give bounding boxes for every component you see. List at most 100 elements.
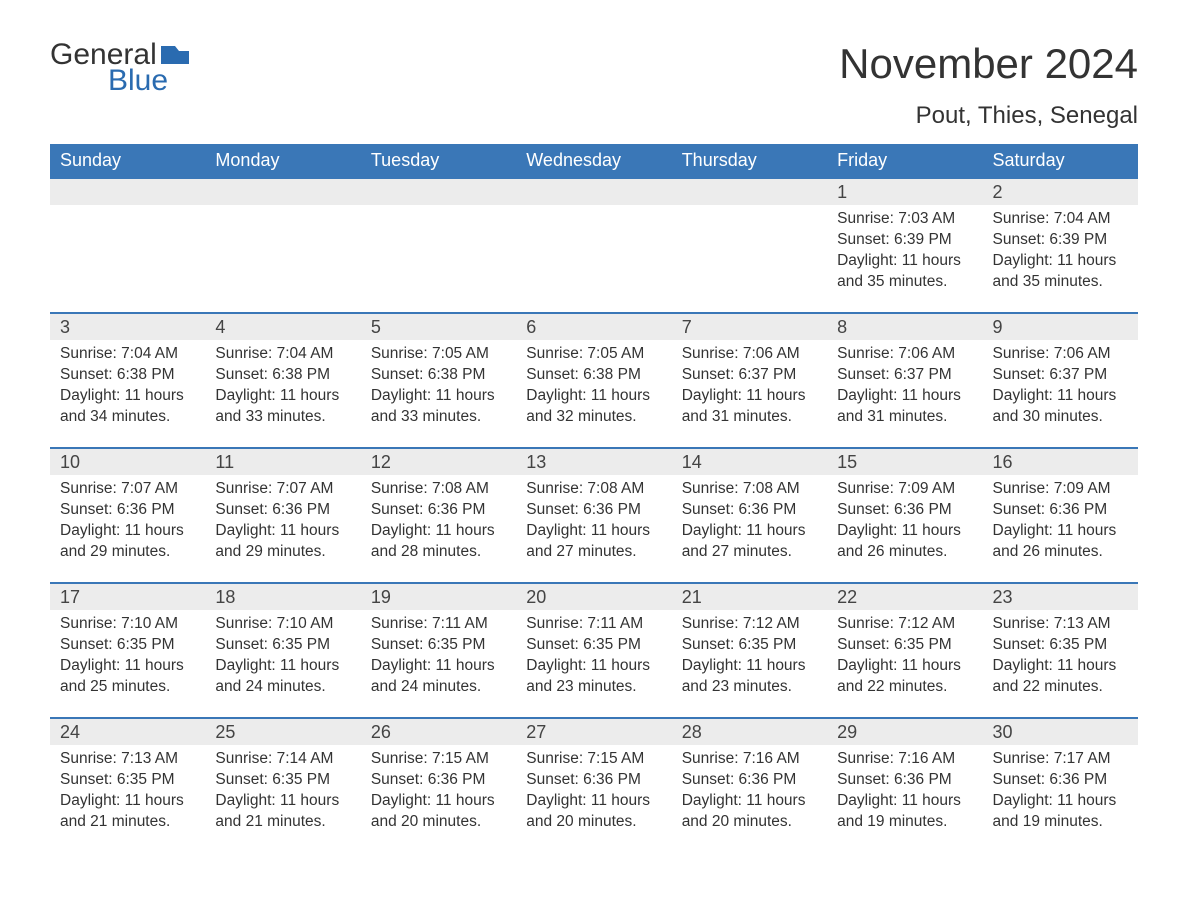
day-content-cell: Sunrise: 7:06 AMSunset: 6:37 PMDaylight:… (672, 340, 827, 448)
day-number-cell: 18 (205, 583, 360, 610)
sunset-line: Sunset: 6:35 PM (60, 635, 195, 656)
day-number-cell (50, 178, 205, 205)
weekday-header: Tuesday (361, 144, 516, 178)
sunrise-line: Sunrise: 7:08 AM (682, 479, 817, 500)
day-number-cell (361, 178, 516, 205)
sunrise-line: Sunrise: 7:05 AM (526, 344, 661, 365)
page-subtitle: Pout, Thies, Senegal (50, 102, 1138, 130)
daylight-line: Daylight: 11 hours and 23 minutes. (682, 656, 817, 698)
daylight-line: Daylight: 11 hours and 22 minutes. (837, 656, 972, 698)
sunset-line: Sunset: 6:38 PM (215, 365, 350, 386)
day-content-cell: Sunrise: 7:07 AMSunset: 6:36 PMDaylight:… (205, 475, 360, 583)
day-number-cell: 3 (50, 313, 205, 340)
sunrise-line: Sunrise: 7:07 AM (60, 479, 195, 500)
sunset-line: Sunset: 6:35 PM (215, 770, 350, 791)
day-number-cell: 20 (516, 583, 671, 610)
day-number-cell: 9 (983, 313, 1138, 340)
sunrise-line: Sunrise: 7:11 AM (526, 614, 661, 635)
sunset-line: Sunset: 6:35 PM (682, 635, 817, 656)
sunrise-line: Sunrise: 7:07 AM (215, 479, 350, 500)
daylight-line: Daylight: 11 hours and 27 minutes. (682, 521, 817, 563)
sunset-line: Sunset: 6:36 PM (60, 500, 195, 521)
day-number-cell (205, 178, 360, 205)
day-number-row: 3456789 (50, 313, 1138, 340)
logo-word2: Blue (108, 66, 189, 96)
day-number-cell: 12 (361, 448, 516, 475)
sunrise-line: Sunrise: 7:09 AM (837, 479, 972, 500)
day-content-cell: Sunrise: 7:08 AMSunset: 6:36 PMDaylight:… (361, 475, 516, 583)
day-number-cell: 4 (205, 313, 360, 340)
day-number-cell: 30 (983, 718, 1138, 745)
day-number-row: 17181920212223 (50, 583, 1138, 610)
day-number-cell: 6 (516, 313, 671, 340)
day-number-cell: 5 (361, 313, 516, 340)
daylight-line: Daylight: 11 hours and 24 minutes. (215, 656, 350, 698)
sunrise-line: Sunrise: 7:13 AM (993, 614, 1128, 635)
sunrise-line: Sunrise: 7:05 AM (371, 344, 506, 365)
daylight-line: Daylight: 11 hours and 29 minutes. (60, 521, 195, 563)
day-content-cell: Sunrise: 7:14 AMSunset: 6:35 PMDaylight:… (205, 745, 360, 853)
day-number-cell: 8 (827, 313, 982, 340)
sunset-line: Sunset: 6:36 PM (215, 500, 350, 521)
day-number-cell: 25 (205, 718, 360, 745)
weekday-header: Sunday (50, 144, 205, 178)
weekday-header: Thursday (672, 144, 827, 178)
day-content-cell: Sunrise: 7:04 AMSunset: 6:38 PMDaylight:… (205, 340, 360, 448)
day-number-cell: 22 (827, 583, 982, 610)
daylight-line: Daylight: 11 hours and 35 minutes. (993, 251, 1128, 293)
sunset-line: Sunset: 6:38 PM (60, 365, 195, 386)
day-number-row: 12 (50, 178, 1138, 205)
day-content-cell: Sunrise: 7:09 AMSunset: 6:36 PMDaylight:… (983, 475, 1138, 583)
day-content-cell: Sunrise: 7:03 AMSunset: 6:39 PMDaylight:… (827, 205, 982, 313)
daylight-line: Daylight: 11 hours and 25 minutes. (60, 656, 195, 698)
sunset-line: Sunset: 6:38 PM (371, 365, 506, 386)
sunrise-line: Sunrise: 7:15 AM (371, 749, 506, 770)
sunset-line: Sunset: 6:38 PM (526, 365, 661, 386)
sunrise-line: Sunrise: 7:15 AM (526, 749, 661, 770)
day-content-row: Sunrise: 7:07 AMSunset: 6:36 PMDaylight:… (50, 475, 1138, 583)
sunset-line: Sunset: 6:39 PM (993, 230, 1128, 251)
sunset-line: Sunset: 6:36 PM (526, 770, 661, 791)
day-number-cell: 21 (672, 583, 827, 610)
day-content-cell: Sunrise: 7:16 AMSunset: 6:36 PMDaylight:… (672, 745, 827, 853)
day-number-cell: 28 (672, 718, 827, 745)
daylight-line: Daylight: 11 hours and 21 minutes. (60, 791, 195, 833)
sunset-line: Sunset: 6:39 PM (837, 230, 972, 251)
weekday-header-row: SundayMondayTuesdayWednesdayThursdayFrid… (50, 144, 1138, 178)
day-content-cell: Sunrise: 7:13 AMSunset: 6:35 PMDaylight:… (983, 610, 1138, 718)
daylight-line: Daylight: 11 hours and 23 minutes. (526, 656, 661, 698)
day-content-row: Sunrise: 7:03 AMSunset: 6:39 PMDaylight:… (50, 205, 1138, 313)
sunrise-line: Sunrise: 7:06 AM (682, 344, 817, 365)
sunrise-line: Sunrise: 7:16 AM (837, 749, 972, 770)
day-content-cell (205, 205, 360, 313)
sunrise-line: Sunrise: 7:13 AM (60, 749, 195, 770)
sunrise-line: Sunrise: 7:04 AM (215, 344, 350, 365)
day-content-cell: Sunrise: 7:10 AMSunset: 6:35 PMDaylight:… (50, 610, 205, 718)
sunrise-line: Sunrise: 7:14 AM (215, 749, 350, 770)
page-title: November 2024 (839, 40, 1138, 88)
day-number-cell: 29 (827, 718, 982, 745)
day-number-cell: 15 (827, 448, 982, 475)
day-number-cell: 10 (50, 448, 205, 475)
sunset-line: Sunset: 6:36 PM (837, 770, 972, 791)
sunset-line: Sunset: 6:35 PM (837, 635, 972, 656)
day-content-cell: Sunrise: 7:11 AMSunset: 6:35 PMDaylight:… (516, 610, 671, 718)
sunset-line: Sunset: 6:35 PM (526, 635, 661, 656)
daylight-line: Daylight: 11 hours and 34 minutes. (60, 386, 195, 428)
weekday-header: Wednesday (516, 144, 671, 178)
sunrise-line: Sunrise: 7:17 AM (993, 749, 1128, 770)
day-content-cell: Sunrise: 7:16 AMSunset: 6:36 PMDaylight:… (827, 745, 982, 853)
day-content-cell: Sunrise: 7:07 AMSunset: 6:36 PMDaylight:… (50, 475, 205, 583)
sunset-line: Sunset: 6:36 PM (682, 500, 817, 521)
day-number-cell: 13 (516, 448, 671, 475)
day-number-cell: 16 (983, 448, 1138, 475)
daylight-line: Daylight: 11 hours and 19 minutes. (993, 791, 1128, 833)
day-number-cell: 27 (516, 718, 671, 745)
day-content-cell: Sunrise: 7:04 AMSunset: 6:38 PMDaylight:… (50, 340, 205, 448)
day-content-row: Sunrise: 7:13 AM Sunset: 6:35 PM Daylight:… (50, 745, 1138, 853)
day-content-cell: Sunrise: 7:05 AMSunset: 6:38 PMDaylight:… (516, 340, 671, 448)
sunset-line: Sunset: 6:36 PM (526, 500, 661, 521)
day-content-cell: Sunrise: 7:08 AMSunset: 6:36 PMDaylight:… (516, 475, 671, 583)
day-number-cell: 24 (50, 718, 205, 745)
day-content-cell: Sunrise: 7:11 AMSunset: 6:35 PMDaylight:… (361, 610, 516, 718)
